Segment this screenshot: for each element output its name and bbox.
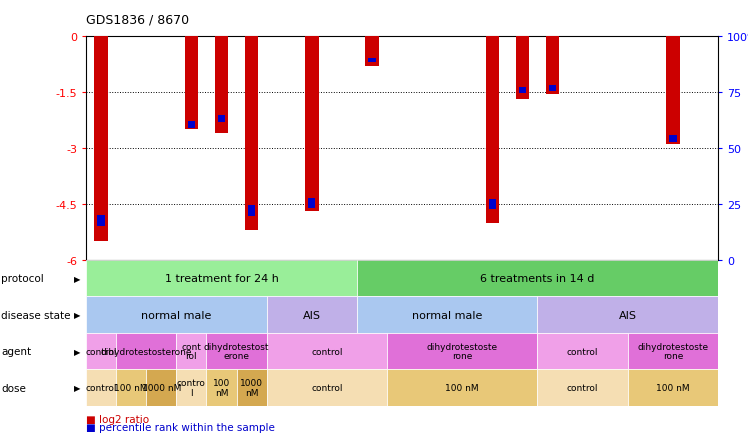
Bar bbox=[515, 37, 530, 100]
Bar bbox=[357, 297, 538, 333]
Bar bbox=[206, 333, 266, 369]
Bar bbox=[538, 333, 628, 369]
Text: contro
l: contro l bbox=[177, 378, 206, 397]
Text: control: control bbox=[567, 383, 598, 392]
Bar bbox=[86, 333, 116, 369]
Bar bbox=[185, 37, 198, 130]
Text: 1 treatment for 24 h: 1 treatment for 24 h bbox=[165, 273, 278, 283]
Text: control: control bbox=[311, 383, 343, 392]
Bar bbox=[387, 369, 538, 406]
Bar bbox=[546, 37, 560, 95]
Text: dihydrotestosterone: dihydrotestosterone bbox=[100, 347, 192, 356]
Bar bbox=[236, 369, 266, 406]
Bar bbox=[177, 333, 206, 369]
Text: ▶: ▶ bbox=[74, 274, 81, 283]
Bar bbox=[669, 136, 677, 143]
Bar bbox=[488, 199, 496, 210]
Text: 100
nM: 100 nM bbox=[213, 378, 230, 397]
Text: normal male: normal male bbox=[412, 310, 482, 320]
Text: ■ percentile rank within the sample: ■ percentile rank within the sample bbox=[86, 422, 275, 432]
Text: 100 nM: 100 nM bbox=[656, 383, 690, 392]
Text: ▶: ▶ bbox=[74, 310, 81, 319]
Bar bbox=[666, 37, 680, 145]
Text: control: control bbox=[311, 347, 343, 356]
Bar bbox=[116, 369, 146, 406]
Text: normal male: normal male bbox=[141, 310, 212, 320]
Bar bbox=[308, 198, 316, 208]
Text: ■ log2 ratio: ■ log2 ratio bbox=[86, 414, 149, 424]
Text: dose: dose bbox=[1, 383, 26, 393]
Bar bbox=[549, 86, 557, 92]
Text: protocol: protocol bbox=[1, 273, 44, 283]
Text: agent: agent bbox=[1, 346, 31, 356]
Bar bbox=[538, 297, 718, 333]
Bar bbox=[215, 37, 228, 134]
Text: 1000 nM: 1000 nM bbox=[141, 383, 181, 392]
Bar bbox=[518, 88, 526, 93]
Text: 1000
nM: 1000 nM bbox=[240, 378, 263, 397]
Bar bbox=[368, 59, 375, 63]
Text: dihydrotestoste
rone: dihydrotestoste rone bbox=[637, 342, 708, 361]
Text: disease state: disease state bbox=[1, 310, 71, 320]
Bar bbox=[628, 369, 718, 406]
Bar bbox=[485, 37, 499, 223]
Text: dihydrotestost
erone: dihydrotestost erone bbox=[203, 342, 269, 361]
Bar bbox=[387, 333, 538, 369]
Text: AIS: AIS bbox=[619, 310, 637, 320]
Text: control: control bbox=[85, 383, 117, 392]
Text: dihydrotestoste
rone: dihydrotestoste rone bbox=[426, 342, 498, 361]
Text: ▶: ▶ bbox=[74, 383, 81, 392]
Bar bbox=[357, 260, 718, 297]
Bar bbox=[94, 37, 108, 242]
Bar bbox=[266, 333, 387, 369]
Bar bbox=[206, 369, 236, 406]
Text: control: control bbox=[567, 347, 598, 356]
Bar bbox=[116, 333, 177, 369]
Bar bbox=[245, 37, 258, 230]
Bar bbox=[86, 369, 116, 406]
Bar bbox=[266, 369, 387, 406]
Bar bbox=[86, 297, 266, 333]
Bar bbox=[188, 122, 195, 129]
Text: 100 nM: 100 nM bbox=[114, 383, 148, 392]
Bar bbox=[628, 333, 718, 369]
Text: 6 treatments in 14 d: 6 treatments in 14 d bbox=[480, 273, 595, 283]
Bar bbox=[97, 216, 105, 227]
Bar bbox=[177, 369, 206, 406]
Bar bbox=[146, 369, 177, 406]
Bar bbox=[86, 260, 357, 297]
Bar bbox=[248, 206, 255, 217]
Bar bbox=[538, 369, 628, 406]
Text: ▶: ▶ bbox=[74, 347, 81, 356]
Bar bbox=[305, 37, 319, 212]
Bar bbox=[218, 116, 225, 123]
Text: control: control bbox=[85, 347, 117, 356]
Bar bbox=[365, 37, 378, 67]
Text: 100 nM: 100 nM bbox=[445, 383, 479, 392]
Text: cont
rol: cont rol bbox=[182, 342, 201, 361]
Text: GDS1836 / 8670: GDS1836 / 8670 bbox=[86, 13, 189, 26]
Bar bbox=[266, 297, 357, 333]
Text: AIS: AIS bbox=[303, 310, 321, 320]
